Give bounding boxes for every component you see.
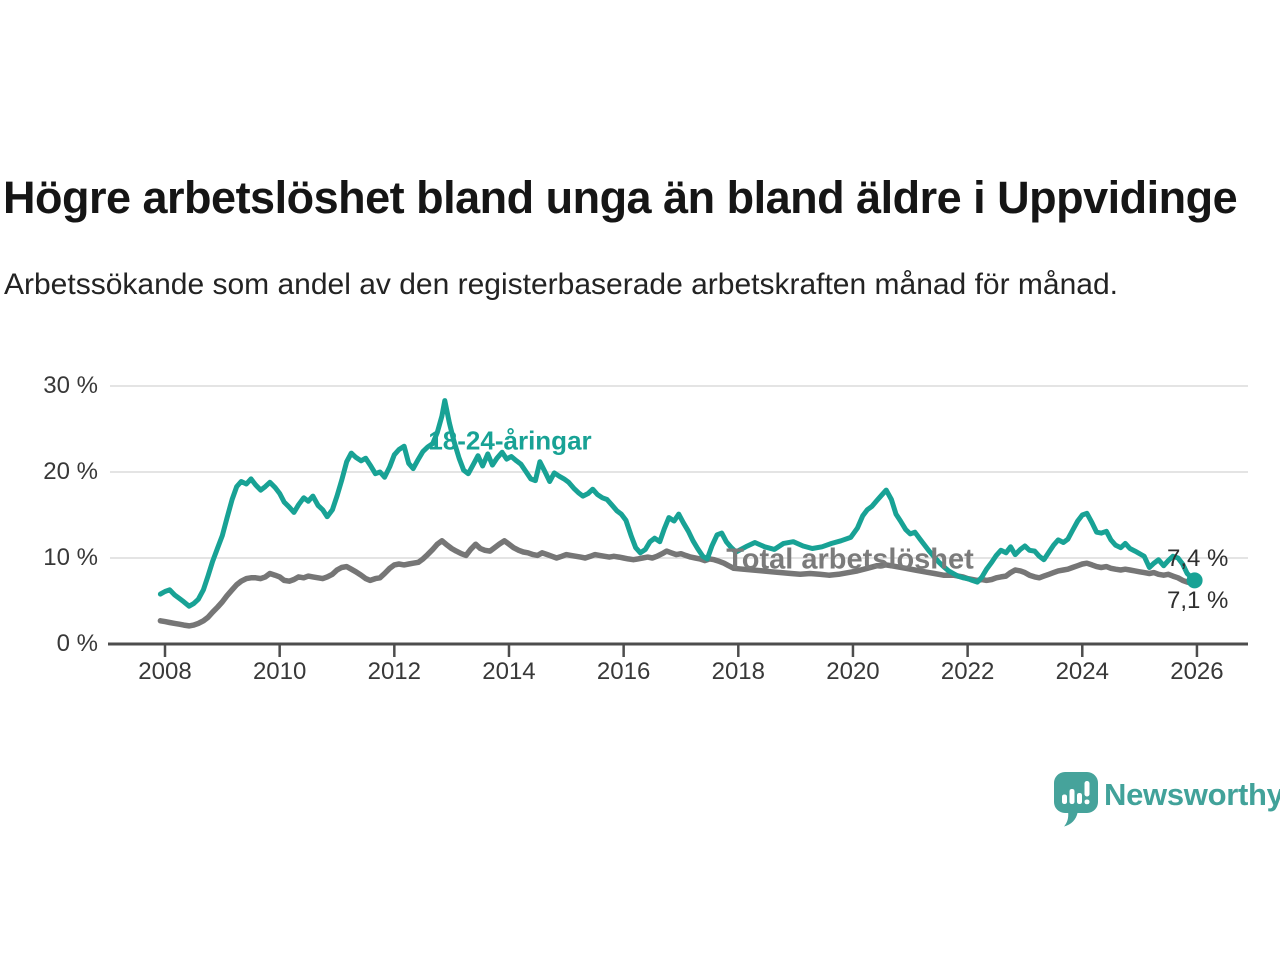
series-line-total-arbetsloshet (157, 538, 1198, 629)
x-tick-label-2026: 2026 (1170, 658, 1224, 685)
series-line-18-24-aringar (157, 398, 1198, 609)
page-subtitle: Arbetssökande som andel av den registerb… (4, 268, 1118, 301)
x-tick-label-2008: 2008 (138, 658, 192, 685)
y-tick-label-30: 30 % (43, 372, 98, 399)
series-label-18-24-aringar: 18-24-åringar (428, 425, 592, 456)
x-tick-label-2018: 2018 (711, 658, 765, 685)
newsworthy-icon (1054, 772, 1098, 827)
series-label-total-arbetsloshet: Total arbetslöshet (726, 543, 974, 576)
x-tick-label-2016: 2016 (596, 658, 651, 685)
x-tick-label-2010: 2010 (252, 658, 307, 685)
end-value-label-18-24-aringar: 7,4 % (1167, 545, 1229, 572)
newsworthy-wordmark: Newsworthy (1104, 777, 1280, 812)
end-value-label-total-arbetsloshet: 7,1 % (1167, 587, 1229, 614)
x-tick-label-2012: 2012 (367, 658, 421, 685)
series-end-dot-18-24-aringar (1186, 572, 1203, 589)
page-title: Högre arbetslöshet bland unga än bland ä… (3, 172, 1238, 224)
y-tick-label-20: 20 % (43, 458, 98, 485)
x-tick-label-2020: 2020 (826, 658, 880, 685)
x-tick-label-2024: 2024 (1055, 658, 1109, 685)
y-tick-label-10: 10 % (43, 544, 98, 571)
x-tick-label-2014: 2014 (482, 658, 536, 685)
y-tick-label-0: 0 % (56, 630, 98, 657)
x-tick-label-2022: 2022 (940, 658, 995, 685)
newsworthy-logo: Newsworthy (1053, 771, 1280, 829)
